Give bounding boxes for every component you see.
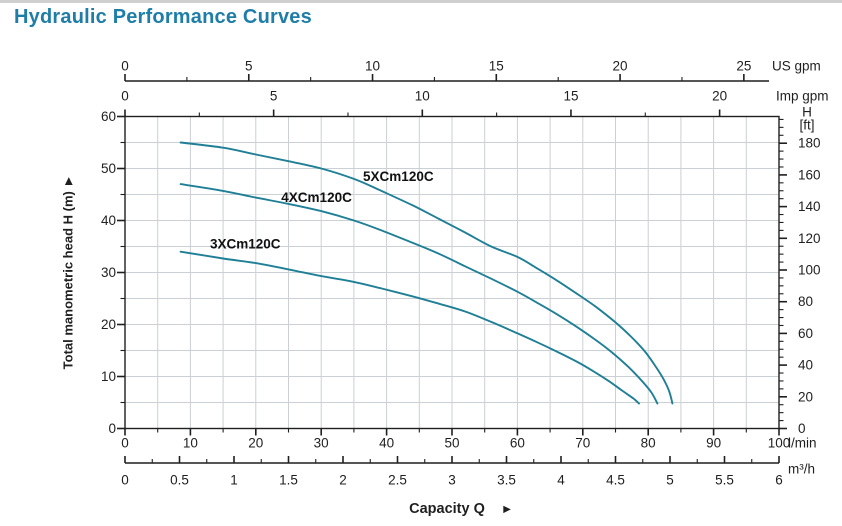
m3h-unit-label: m³/h [788,462,815,477]
m3h-tick-label: 0 [121,473,129,488]
curve-label-4XCm120C: 4XCm120C [281,190,352,205]
head-ft-tick-label: 80 [798,294,813,309]
head-m-tick-label: 60 [101,109,116,124]
m3h-tick-label: 6 [775,473,783,488]
head-m-tick-label: 30 [101,265,116,280]
head-ft-unit-ft: [ft] [799,118,814,133]
head-ft-tick-label: 120 [798,231,821,246]
m3h-tick-label: 5.5 [715,473,734,488]
lmin-tick-label: 100 [768,436,791,451]
head-ft-tick-label: 20 [798,389,813,404]
lmin-tick-label: 90 [706,436,721,451]
m3h-tick-label: 0.5 [170,473,189,488]
curve-3XCm120C [179,250,640,405]
m3h-tick-label: 3 [448,473,456,488]
m3h-tick-label: 2 [339,473,347,488]
us-gpm-tick-label: 5 [245,59,253,74]
head-ft-tick-label: 160 [798,167,821,182]
lmin-tick-label: 50 [444,436,459,451]
us-gpm-unit-label: US gpm [772,59,821,74]
head-ft-tick-label: 180 [798,136,821,151]
us-gpm-tick-label: 15 [489,59,504,74]
imp-gpm-tick-label: 5 [270,89,278,104]
imp-gpm-tick-label: 15 [563,89,578,104]
head-ft-tick-label: 40 [798,358,813,373]
page-title: Hydraulic Performance Curves [14,6,312,28]
m3h-tick-label: 1.5 [279,473,298,488]
top-border-bar [0,0,842,3]
head-ft-tick-label: 0 [798,421,806,436]
lmin-tick-label: 60 [510,436,525,451]
imp-gpm-unit-label: Imp gpm [776,89,829,104]
us-gpm-tick-label: 0 [121,59,129,74]
curve-label-5XCm120C: 5XCm120C [363,169,434,184]
m3h-tick-label: 1 [230,473,238,488]
m3h-tick-label: 2.5 [388,473,407,488]
lmin-tick-label: 80 [641,436,656,451]
us-gpm-tick-label: 25 [736,59,751,74]
lmin-tick-label: 20 [248,436,263,451]
us-gpm-tick-label: 10 [365,59,380,74]
lmin-tick-label: 40 [379,436,394,451]
us-gpm-tick-label: 20 [613,59,628,74]
lmin-unit-label: l/min [788,436,817,451]
m3h-tick-label: 4.5 [606,473,625,488]
curve-4XCm120C [179,183,659,405]
head-ft-unit-h: H [802,105,812,120]
curve-label-3XCm120C: 3XCm120C [210,236,281,251]
head-m-tick-label: 10 [101,369,116,384]
head-m-tick-label: 40 [101,213,116,228]
curve-5XCm120C [179,141,674,405]
head-ft-tick-label: 140 [798,199,821,214]
head-ft-tick-label: 100 [798,263,821,278]
m3h-tick-label: 5 [666,473,674,488]
lmin-tick-label: 30 [314,436,329,451]
lmin-tick-label: 70 [575,436,590,451]
x-axis-title: Capacity Q [409,501,485,517]
imp-gpm-tick-label: 20 [712,89,727,104]
right-arrow-icon: ► [501,502,513,516]
head-m-tick-label: 0 [108,421,116,436]
lmin-tick-label: 10 [183,436,198,451]
head-ft-tick-label: 60 [798,326,813,341]
head-m-tick-label: 20 [101,317,116,332]
imp-gpm-tick-label: 10 [415,89,430,104]
lmin-tick-label: 0 [121,436,129,451]
m3h-tick-label: 3.5 [497,473,516,488]
y-axis-title: Total manometric head H (m) ► [61,175,76,370]
head-m-tick-label: 50 [101,161,116,176]
imp-gpm-tick-label: 0 [121,89,129,104]
m3h-tick-label: 4 [557,473,565,488]
